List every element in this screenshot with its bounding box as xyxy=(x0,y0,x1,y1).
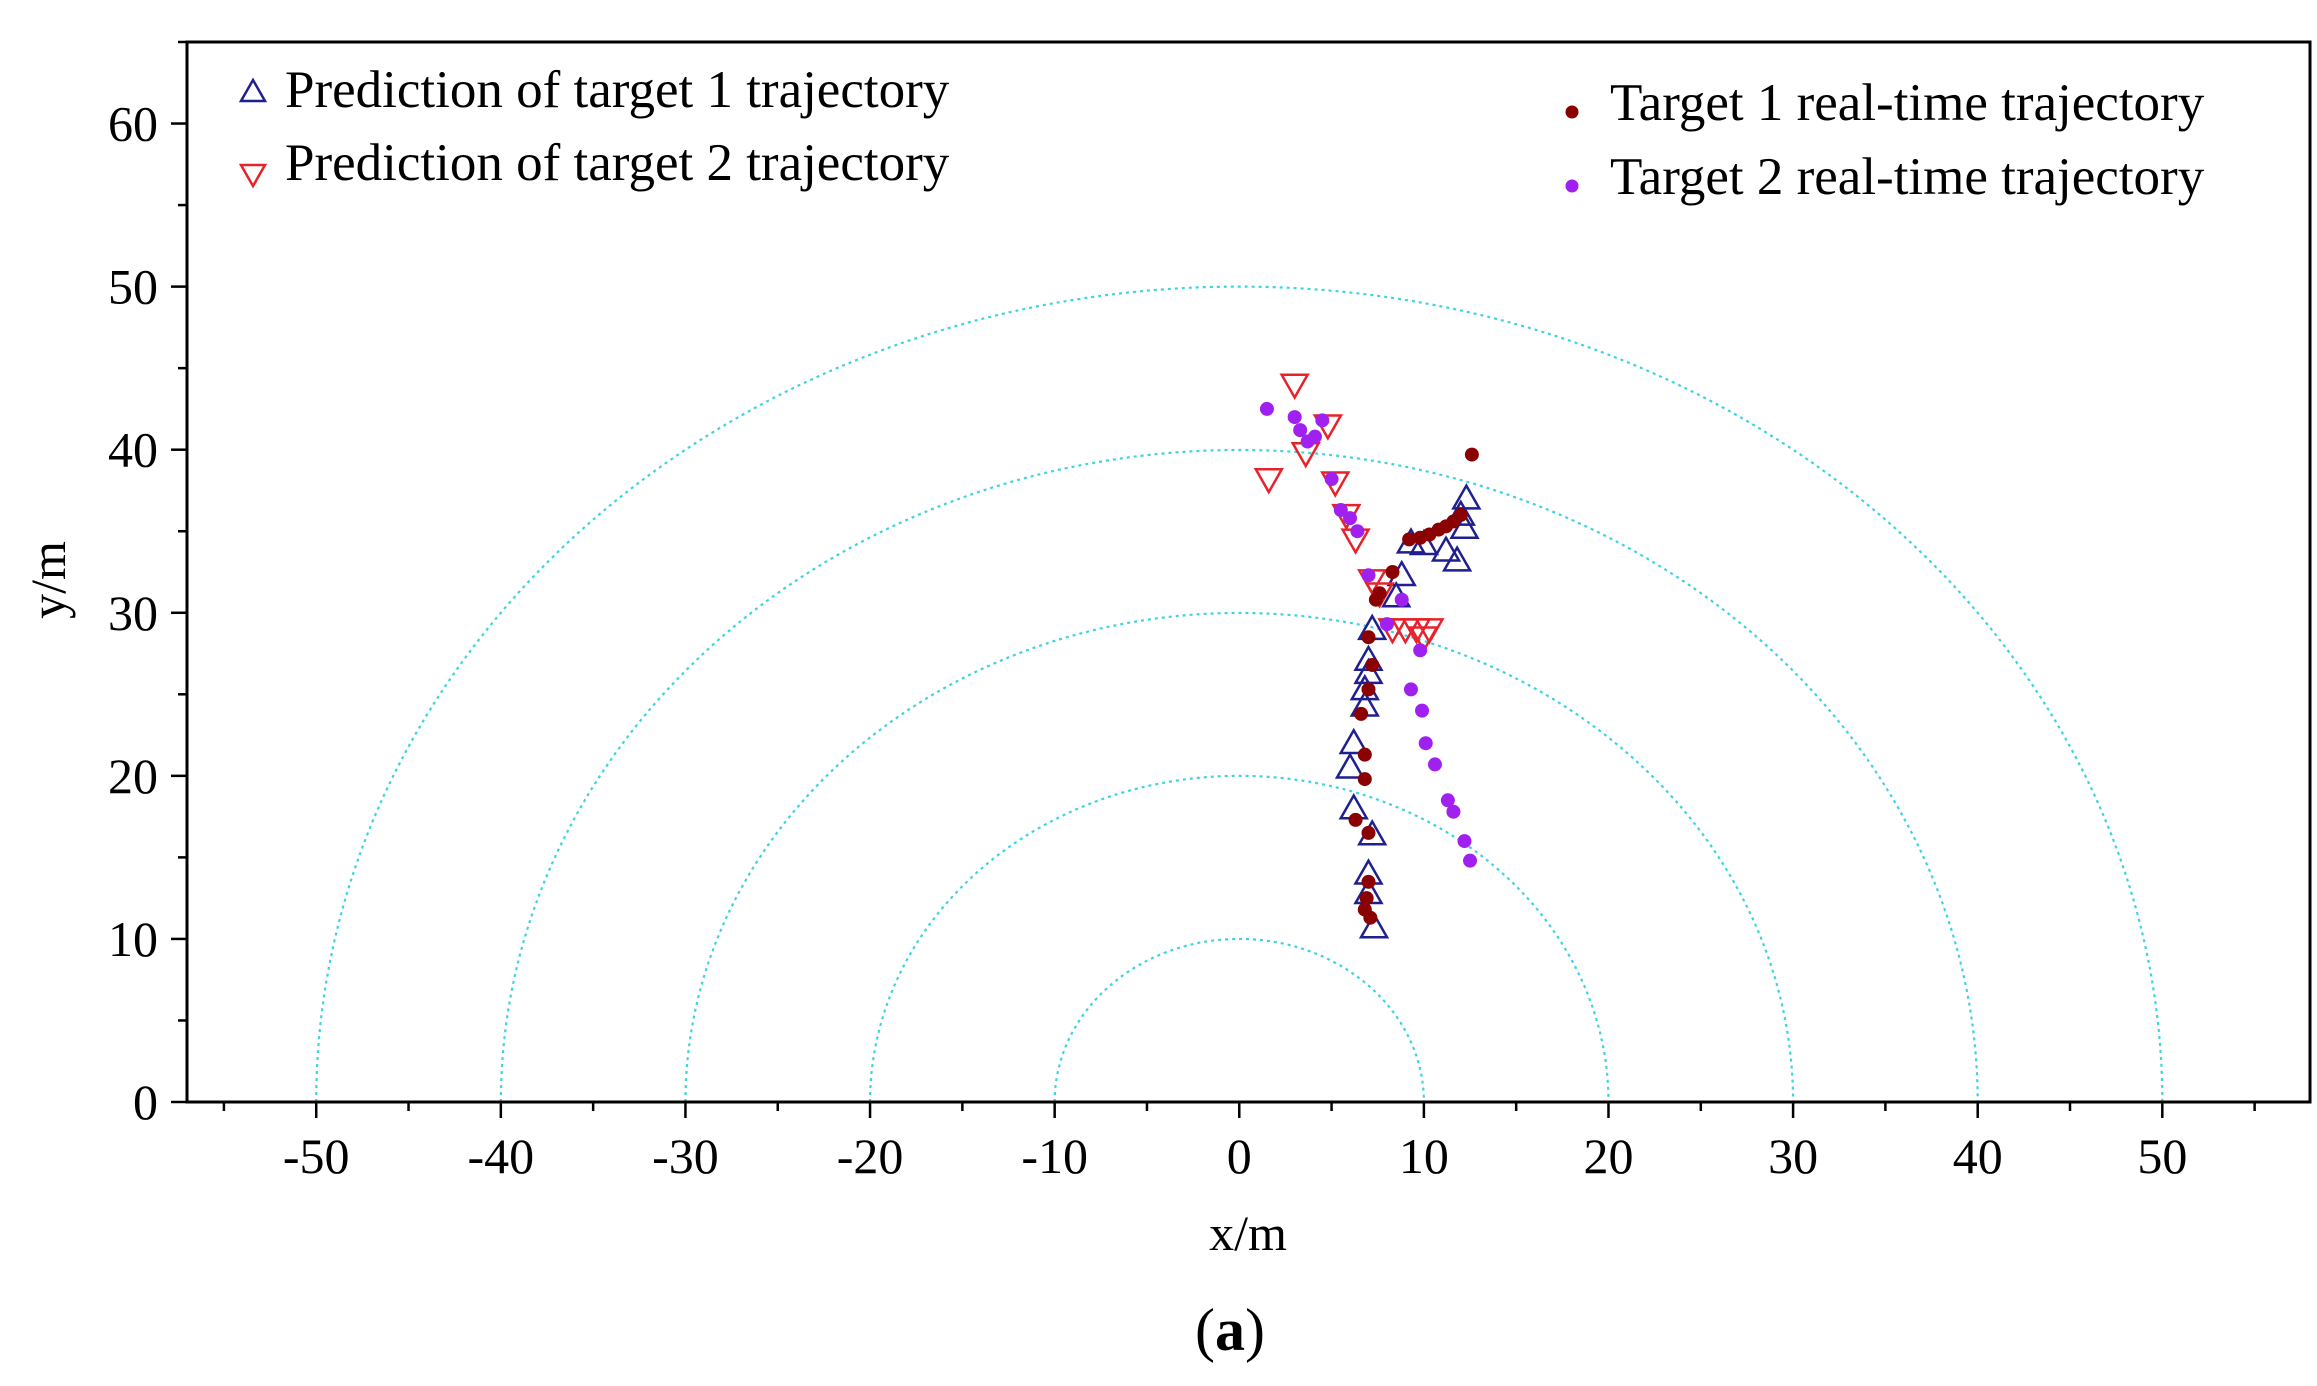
point-pred1 xyxy=(1430,535,1462,562)
point-real2 xyxy=(1287,410,1302,425)
point-real1 xyxy=(1385,565,1400,579)
point-real2 xyxy=(1315,413,1330,428)
point-real1 xyxy=(1402,532,1417,547)
range-ring-30 xyxy=(684,611,1795,1102)
point-real1 xyxy=(1348,812,1363,827)
point-real2 xyxy=(1457,834,1472,849)
x-tick-label: 0 xyxy=(1227,1128,1252,1184)
point-pred1 xyxy=(1441,545,1473,572)
point-real1 xyxy=(1361,630,1376,645)
x-tick-label: -40 xyxy=(468,1128,535,1184)
point-real2 xyxy=(1463,853,1478,868)
series-pred1 xyxy=(1334,483,1482,939)
legend-label-real2: Target 2 real-time trajectory xyxy=(1610,148,2205,206)
point-pred1 xyxy=(1358,911,1390,939)
legend: Prediction of target 1 trajectory Predic… xyxy=(238,61,2205,206)
point-real2 xyxy=(1415,703,1430,718)
point-real2 xyxy=(1324,472,1339,487)
x-tick-label: -10 xyxy=(1021,1128,1088,1184)
x-tick-label: 50 xyxy=(2137,1128,2187,1184)
y-tick-label: 40 xyxy=(108,422,158,478)
point-real1 xyxy=(1361,874,1376,889)
legend-marker-dot-real1 xyxy=(1565,105,1579,119)
point-real1 xyxy=(1357,747,1372,762)
point-real2 xyxy=(1394,592,1409,607)
caption-letter: a xyxy=(1215,1297,1245,1363)
point-pred1 xyxy=(1338,727,1369,755)
point-pred1 xyxy=(1451,483,1482,510)
x-tick-labels: -50 -40 -30 -20 -10 0 10 20 30 40 50 xyxy=(283,1128,2187,1184)
x-axis-title: x/m xyxy=(1209,1205,1287,1261)
range-rings xyxy=(316,287,2162,1102)
point-real2 xyxy=(1379,617,1394,632)
point-real1 xyxy=(1354,706,1369,721)
point-real2 xyxy=(1307,429,1322,444)
point-real1 xyxy=(1453,507,1468,522)
x-tick-label: 40 xyxy=(1953,1128,2003,1184)
point-real2 xyxy=(1361,568,1376,583)
legend-marker-dot-real2 xyxy=(1565,179,1579,193)
x-tick-label: 10 xyxy=(1399,1128,1449,1184)
x-tick-label: -50 xyxy=(283,1128,350,1184)
y-tick-label: 30 xyxy=(108,585,158,641)
x-tick-label: 30 xyxy=(1768,1128,1818,1184)
y-tick-label: 0 xyxy=(133,1074,158,1130)
point-real1 xyxy=(1357,772,1372,787)
data-series xyxy=(1253,373,1482,939)
series-real1 xyxy=(1348,447,1479,925)
y-tick-label: 60 xyxy=(108,96,158,152)
point-real2 xyxy=(1446,804,1461,819)
y-axis-title: y/m xyxy=(20,541,76,619)
point-real1 xyxy=(1372,586,1387,601)
legend-marker-triangle-up xyxy=(238,77,268,103)
point-real1 xyxy=(1359,891,1374,906)
legend-label-pred1: Prediction of target 1 trajectory xyxy=(285,61,950,119)
point-real2 xyxy=(1333,503,1348,518)
legend-item-real2: Target 2 real-time trajectory xyxy=(1565,148,2205,206)
range-ring-50 xyxy=(316,287,2162,1102)
figure-caption: (a) xyxy=(1195,1297,1265,1363)
range-ring-20 xyxy=(868,774,1610,1102)
point-real1 xyxy=(1361,682,1376,697)
point-real1 xyxy=(1357,902,1372,917)
legend-item-pred2: Prediction of target 2 trajectory xyxy=(238,134,950,192)
point-real2 xyxy=(1259,401,1274,416)
caption-open-paren: ( xyxy=(1195,1297,1215,1363)
point-real2 xyxy=(1440,793,1455,808)
point-real1 xyxy=(1361,825,1376,840)
x-tick-label: 20 xyxy=(1583,1128,1633,1184)
point-real1 xyxy=(1365,657,1380,672)
point-real2 xyxy=(1427,757,1442,772)
point-real1 xyxy=(1464,447,1479,462)
point-real2 xyxy=(1293,423,1308,438)
legend-label-real1: Target 1 real-time trajectory xyxy=(1610,74,2205,132)
point-real2 xyxy=(1413,643,1428,658)
point-pred2 xyxy=(1279,373,1310,400)
y-tick-labels: 0 10 20 30 40 50 60 xyxy=(108,96,158,1130)
x-tick-label: -30 xyxy=(652,1128,719,1184)
x-tick-label: -20 xyxy=(837,1128,904,1184)
y-tick-label: 10 xyxy=(108,911,158,967)
y-tick-label: 20 xyxy=(108,748,158,804)
caption-close-paren: ) xyxy=(1245,1297,1265,1363)
point-real2 xyxy=(1343,511,1358,526)
legend-item-pred1: Prediction of target 1 trajectory xyxy=(238,61,950,119)
legend-item-real1: Target 1 real-time trajectory xyxy=(1565,74,2205,132)
plot-frame xyxy=(185,40,2312,1104)
legend-marker-triangle-down xyxy=(238,163,268,189)
point-pred2 xyxy=(1414,618,1445,645)
point-real2 xyxy=(1350,524,1365,539)
point-pred2 xyxy=(1253,468,1284,495)
y-tick-label: 50 xyxy=(108,259,158,315)
legend-label-pred2: Prediction of target 2 trajectory xyxy=(285,134,950,192)
range-ring-10 xyxy=(1053,937,1425,1102)
point-real2 xyxy=(1418,736,1433,751)
point-real2 xyxy=(1403,682,1418,697)
series-real2 xyxy=(1259,401,1478,868)
point-pred1 xyxy=(1334,752,1366,779)
